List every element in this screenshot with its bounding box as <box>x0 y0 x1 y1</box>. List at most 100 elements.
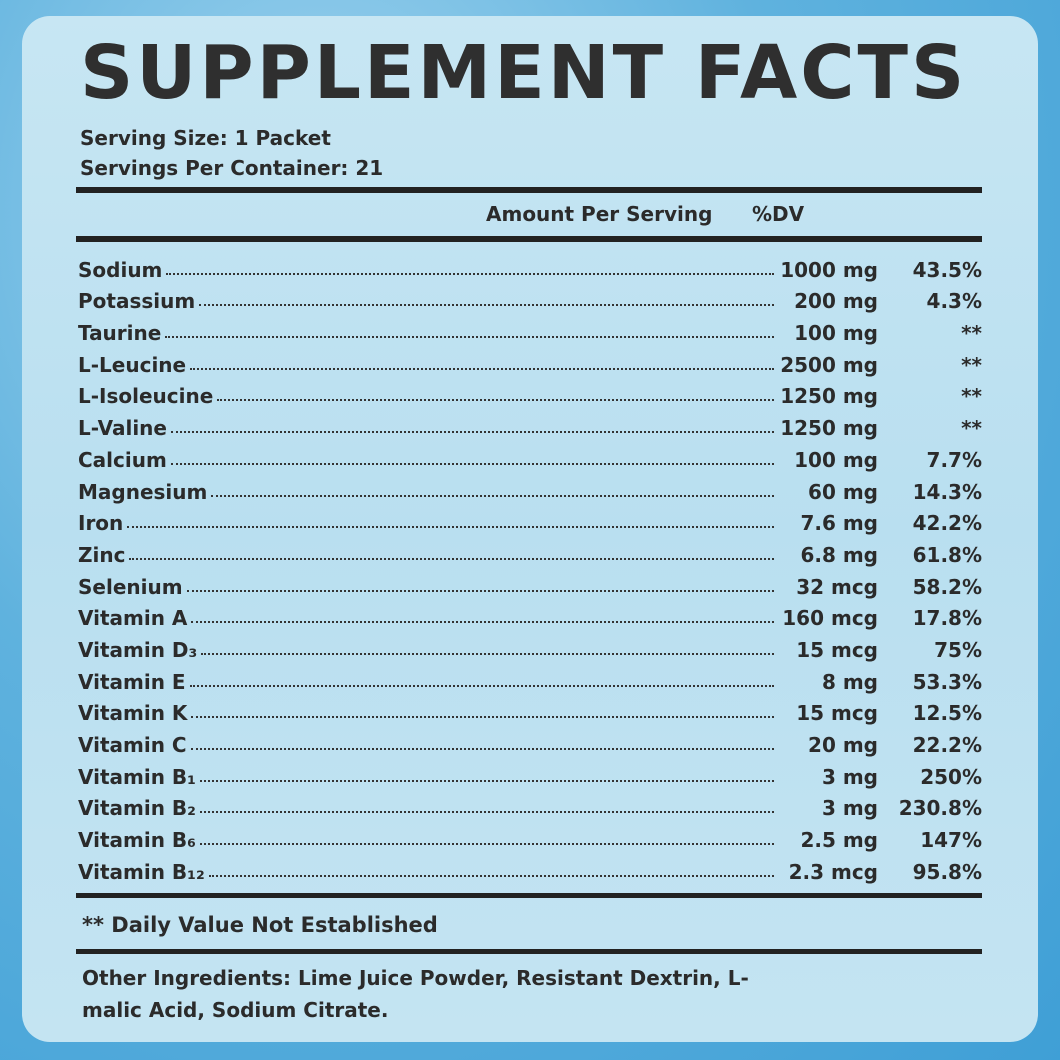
nutrient-name: Iron <box>78 511 124 536</box>
dot-leader <box>129 557 774 560</box>
amount: 1250 mg <box>780 416 878 441</box>
dot-leader <box>199 779 774 782</box>
nutrient-name: L-Isoleucine <box>78 384 214 409</box>
amount: 1000 mg <box>780 257 878 282</box>
amount: 7.6 mg <box>800 511 878 536</box>
daily-value: 58.2% <box>912 574 982 599</box>
nutrient-name: Vitamin B₂ <box>78 796 196 821</box>
daily-value: 7.7% <box>926 447 982 472</box>
nutrient-row: Sodium 1000 mg 43.5% <box>78 250 982 282</box>
daily-value: ** <box>961 384 982 409</box>
nutrient-row: Calcium 100 mg 7.7% <box>78 440 982 472</box>
daily-value: 4.3% <box>926 289 982 314</box>
daily-value: ** <box>961 416 982 441</box>
nutrient-name: L-Leucine <box>78 352 187 377</box>
daily-value: 17.8% <box>912 606 982 631</box>
rule <box>76 893 982 898</box>
daily-value: 53.3% <box>912 669 982 694</box>
daily-value: 22.2% <box>912 733 982 757</box>
serving-size: Serving Size: 1 Packet <box>80 126 331 150</box>
amount: 1250 mg <box>780 384 878 409</box>
dot-leader <box>190 367 774 370</box>
amount: 8 mg <box>821 669 878 694</box>
daily-value: 61.8% <box>912 542 982 567</box>
dot-leader <box>165 336 774 339</box>
nutrient-name: Potassium <box>78 289 196 314</box>
daily-value: 147% <box>920 828 982 853</box>
nutrient-name: Zinc <box>78 542 126 567</box>
footnote: ** Daily Value Not Established <box>82 913 438 937</box>
column-header: Amount Per Serving <box>486 202 713 226</box>
amount: 32 mcg <box>796 574 878 599</box>
nutrient-row: Vitamin B₁₂ 2.3 mcg 95.8% <box>78 852 982 884</box>
nutrient-row: Vitamin E 8 mg 53.3% <box>78 662 982 694</box>
dot-leader <box>170 462 774 465</box>
nutrient-row: L-Valine 1250 mg ** <box>78 408 982 440</box>
nutrient-row: Vitamin B₆ 2.5 mg 147% <box>78 820 982 852</box>
amount: 2.5 mg <box>800 828 878 853</box>
nutrient-name: Magnesium <box>78 479 208 504</box>
nutrient-name: Vitamin B₁₂ <box>78 859 205 884</box>
dot-leader <box>199 811 774 814</box>
amount: 3 mg <box>821 764 878 789</box>
nutrient-name: L-Valine <box>78 416 167 441</box>
nutrient-name: Vitamin A <box>78 606 188 631</box>
daily-value: 250% <box>920 764 982 789</box>
dot-leader <box>191 621 774 624</box>
dot-leader <box>211 494 774 497</box>
nutrient-name: Vitamin C <box>78 733 187 757</box>
nutrient-name: Vitamin B₁ <box>78 764 196 789</box>
rule <box>76 187 982 193</box>
daily-value: 14.3% <box>912 479 982 504</box>
nutrient-name: Sodium <box>78 257 163 282</box>
nutrient-row: Vitamin D₃ 15 mcg 75% <box>78 630 982 662</box>
nutrient-row: Vitamin B₁ 3 mg 250% <box>78 757 982 789</box>
nutrient-row: Vitamin A 160 mcg 17.8% <box>78 599 982 631</box>
other-ingredients: Other Ingredients: Lime Juice Powder, Re… <box>82 966 749 1022</box>
dot-leader <box>190 748 774 750</box>
daily-value: 43.5% <box>912 257 982 282</box>
amount: 15 mcg <box>796 701 878 726</box>
daily-value: 12.5% <box>912 701 982 726</box>
dot-leader <box>127 526 774 529</box>
amount: 2500 mg <box>780 352 878 377</box>
nutrient-name: Vitamin K <box>78 701 188 726</box>
nutrient-row: L-Isoleucine 1250 mg ** <box>78 377 982 409</box>
daily-value: 42.2% <box>912 511 982 536</box>
amount: 200 mg <box>794 289 878 314</box>
nutrient-name: Vitamin B₆ <box>78 828 196 853</box>
dot-leader <box>191 716 774 719</box>
nutrient-row: Vitamin K 15 mcg 12.5% <box>78 694 982 726</box>
dot-leader <box>186 589 774 592</box>
dot-leader <box>170 431 774 434</box>
nutrient-row: Magnesium 60 mg 14.3% <box>78 472 982 504</box>
daily-value: 230.8% <box>898 796 982 821</box>
nutrient-name: Vitamin E <box>78 669 186 694</box>
dot-leader <box>189 684 774 687</box>
rule <box>76 949 982 954</box>
amount: 100 mg <box>794 447 878 472</box>
amount: 3 mg <box>821 796 878 821</box>
amount: 6.8 mg <box>800 542 878 567</box>
daily-value: 75% <box>934 637 982 662</box>
nutrient-row: Zinc 6.8 mg 61.8% <box>78 535 982 567</box>
servings-per-container: Servings Per Container: 21 <box>80 156 384 180</box>
amount: 160 mcg <box>782 606 878 631</box>
nutrient-name: Selenium <box>78 574 183 599</box>
nutrient-row: Vitamin C 20 mg 22.2% <box>78 725 982 757</box>
daily-value: ** <box>961 321 982 346</box>
dot-leader <box>217 399 774 402</box>
amount: 60 mg <box>808 479 878 504</box>
dot-leader <box>208 874 774 877</box>
nutrient-row: L-Leucine 2500 mg ** <box>78 345 982 377</box>
nutrient-row: Potassium 200 mg 4.3% <box>78 282 982 314</box>
nutrient-row: Selenium 32 mcg 58.2% <box>78 567 982 599</box>
amount: 100 mg <box>794 321 878 346</box>
rule <box>76 236 982 242</box>
nutrient-row: Iron 7.6 mg 42.2% <box>78 504 982 536</box>
dot-leader <box>201 652 774 655</box>
nutrient-table: Sodium 1000 mg 43.5% Potassium 200 mg 4.3% Tau… <box>78 250 982 884</box>
nutrient-name: Taurine <box>78 321 162 346</box>
title: SUPPLEMENT FACTS <box>80 30 968 116</box>
